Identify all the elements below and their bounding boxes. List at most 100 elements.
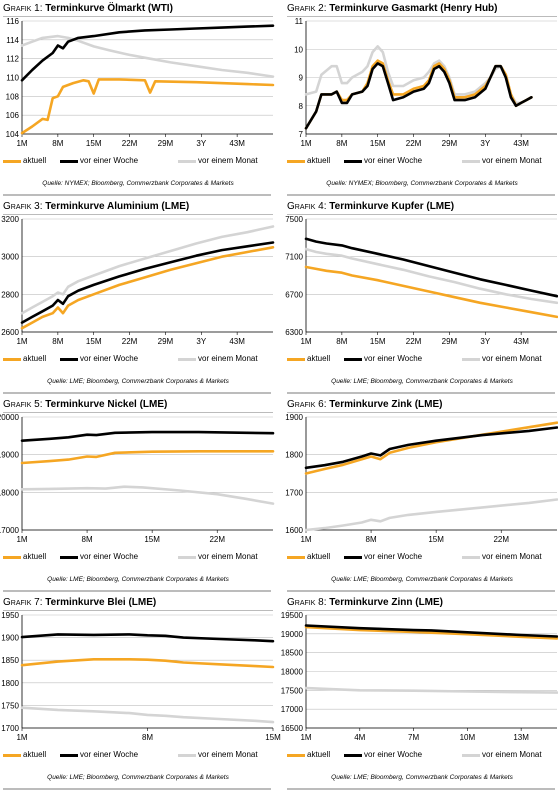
chart-number: Grafik 5: [3,399,46,410]
chart-title: Grafik 8: Terminkurve Zinn (LME) [287,596,557,609]
legend-swatch [287,358,305,361]
series-line-aktuell [20,450,275,465]
x-tick-label: 7M [408,733,419,742]
x-tick-label: 15M [370,337,386,346]
legend-label: aktuell [23,750,47,759]
chart-number: Grafik 2: [287,3,330,14]
legend-swatch [60,754,78,757]
legend-label: aktuell [307,156,331,165]
chart-plot: 1600 1700 1800 1900 1M 8M 15M 22M [285,413,558,544]
series-line-vor-einer-Woche [304,62,533,130]
chart-legend: aktuell vor einer Woche vor einem Monat [3,749,273,761]
chart-legend: aktuell vor einer Woche vor einem Monat [3,353,273,365]
chart-source: Quelle: LME; Bloomberg, Commerzbank Corp… [331,378,513,385]
series-line-vor-einem-Monat [304,247,558,305]
y-tick-label: 6300 [285,328,303,337]
x-tick-label: 15M [428,535,444,544]
legend-swatch [462,556,480,559]
legend-label: vor einem Monat [482,552,542,561]
legend-swatch [344,556,362,559]
y-tick-label: 7100 [285,253,303,262]
chart-legend: aktuell vor einer Woche vor einem Monat [287,155,557,167]
y-tick-label: 1600 [285,526,303,535]
chart-title-text: Terminkurve Gasmarkt (Henry Hub) [329,3,498,14]
legend-label: vor einem Monat [482,354,542,363]
title-rule [3,214,273,215]
chart-number: Grafik 8: [287,597,330,608]
y-tick-label: 9 [299,74,304,83]
legend-swatch [344,754,362,757]
y-tick-label: 1800 [285,451,303,460]
x-tick-label: 15M [86,337,102,346]
legend-label: vor einer Woche [364,354,423,363]
chart-title: Grafik 3: Terminkurve Aluminium (LME) [3,200,273,213]
title-rule [287,16,557,17]
series-line-aktuell [304,265,558,319]
series-line-aktuell [304,625,558,640]
x-tick-label: 29M [442,337,458,346]
y-tick-label: 18000 [0,488,20,497]
x-tick-label: 1M [16,337,27,346]
legend-swatch [462,358,480,361]
x-tick-label: 1M [16,139,27,148]
legend-label: vor einem Monat [482,750,542,759]
y-tick-label: 19000 [281,630,304,639]
x-tick-label: 1M [300,733,311,742]
y-tick-label: 1950 [1,611,19,620]
title-rule [3,16,273,17]
legend-label: vor einem Monat [198,552,258,561]
chart-legend: aktuell vor einer Woche vor einem Monat [287,551,557,563]
x-tick-label: 8M [82,535,93,544]
y-tick-label: 18000 [281,668,304,677]
legend-label: vor einer Woche [364,156,423,165]
y-tick-label: 17000 [0,526,20,535]
chart-title: Grafik 1: Terminkurve Ölmarkt (WTI) [3,2,273,15]
chart-title: Grafik 4: Terminkurve Kupfer (LME) [287,200,557,213]
y-tick-label: 11 [295,17,304,26]
chart-plot: 7 8 9 10 11 1M 8M 15M 22M 29M 3Y 43M [294,17,557,148]
x-tick-label: 3Y [480,139,490,148]
chart-title: Grafik 5: Terminkurve Nickel (LME) [3,398,273,411]
chart-panel-3: Grafik 3: Terminkurve Aluminium (LME) 260… [1,200,275,396]
x-tick-label: 15M [370,139,386,148]
legend-label: aktuell [307,750,331,759]
chart-source: Quelle: LME; Bloomberg, Commerzbank Corp… [331,576,513,583]
legend-swatch [287,160,305,163]
legend-swatch [3,556,21,559]
panel-separator [3,788,271,790]
chart-source: Quelle: LME; Bloomberg, Commerzbank Corp… [331,774,513,781]
y-tick-label: 6700 [285,290,303,299]
x-tick-label: 43M [513,337,529,346]
series-line-aktuell [304,421,558,475]
legend-swatch [462,160,480,163]
legend-label: aktuell [307,552,331,561]
chart-number: Grafik 7: [3,597,46,608]
chart-legend: aktuell vor einer Woche vor einem Monat [3,551,273,563]
chart-number: Grafik 6: [287,399,330,410]
legend-label: vor einem Monat [198,156,258,165]
x-tick-label: 15M [144,535,160,544]
series-line-vor-einem-Monat [20,225,275,315]
x-tick-label: 15M [86,139,102,148]
title-rule [287,214,557,215]
series-line-vor-einem-Monat [304,498,558,532]
chart-source: Quelle: LME; Bloomberg, Commerzbank Corp… [47,378,229,385]
chart-title-text: Terminkurve Zinn (LME) [329,597,444,608]
x-tick-label: 1M [300,535,311,544]
legend-swatch [344,358,362,361]
y-tick-label: 1800 [1,679,19,688]
legend-swatch [344,160,362,163]
legend-label: vor einer Woche [80,552,139,561]
x-tick-label: 22M [122,337,138,346]
x-tick-label: 4M [354,733,365,742]
chart-title-text: Terminkurve Ölmarkt (WTI) [45,3,173,14]
x-tick-label: 22M [122,139,138,148]
y-tick-label: 106 [6,111,20,120]
legend-label: vor einem Monat [198,750,258,759]
y-tick-label: 19500 [281,611,304,620]
series-line-vor-einer-Woche [304,237,558,298]
x-tick-label: 22M [406,337,422,346]
chart-panel-7: Grafik 7: Terminkurve Blei (LME) 1700 1750… [1,596,281,792]
chart-plot: 17000 18000 19000 20000 1M 8M 15M 22M [0,413,275,544]
chart-panel-8: Grafik 8: Terminkurve Zinn (LME) 16500 170… [281,596,558,792]
